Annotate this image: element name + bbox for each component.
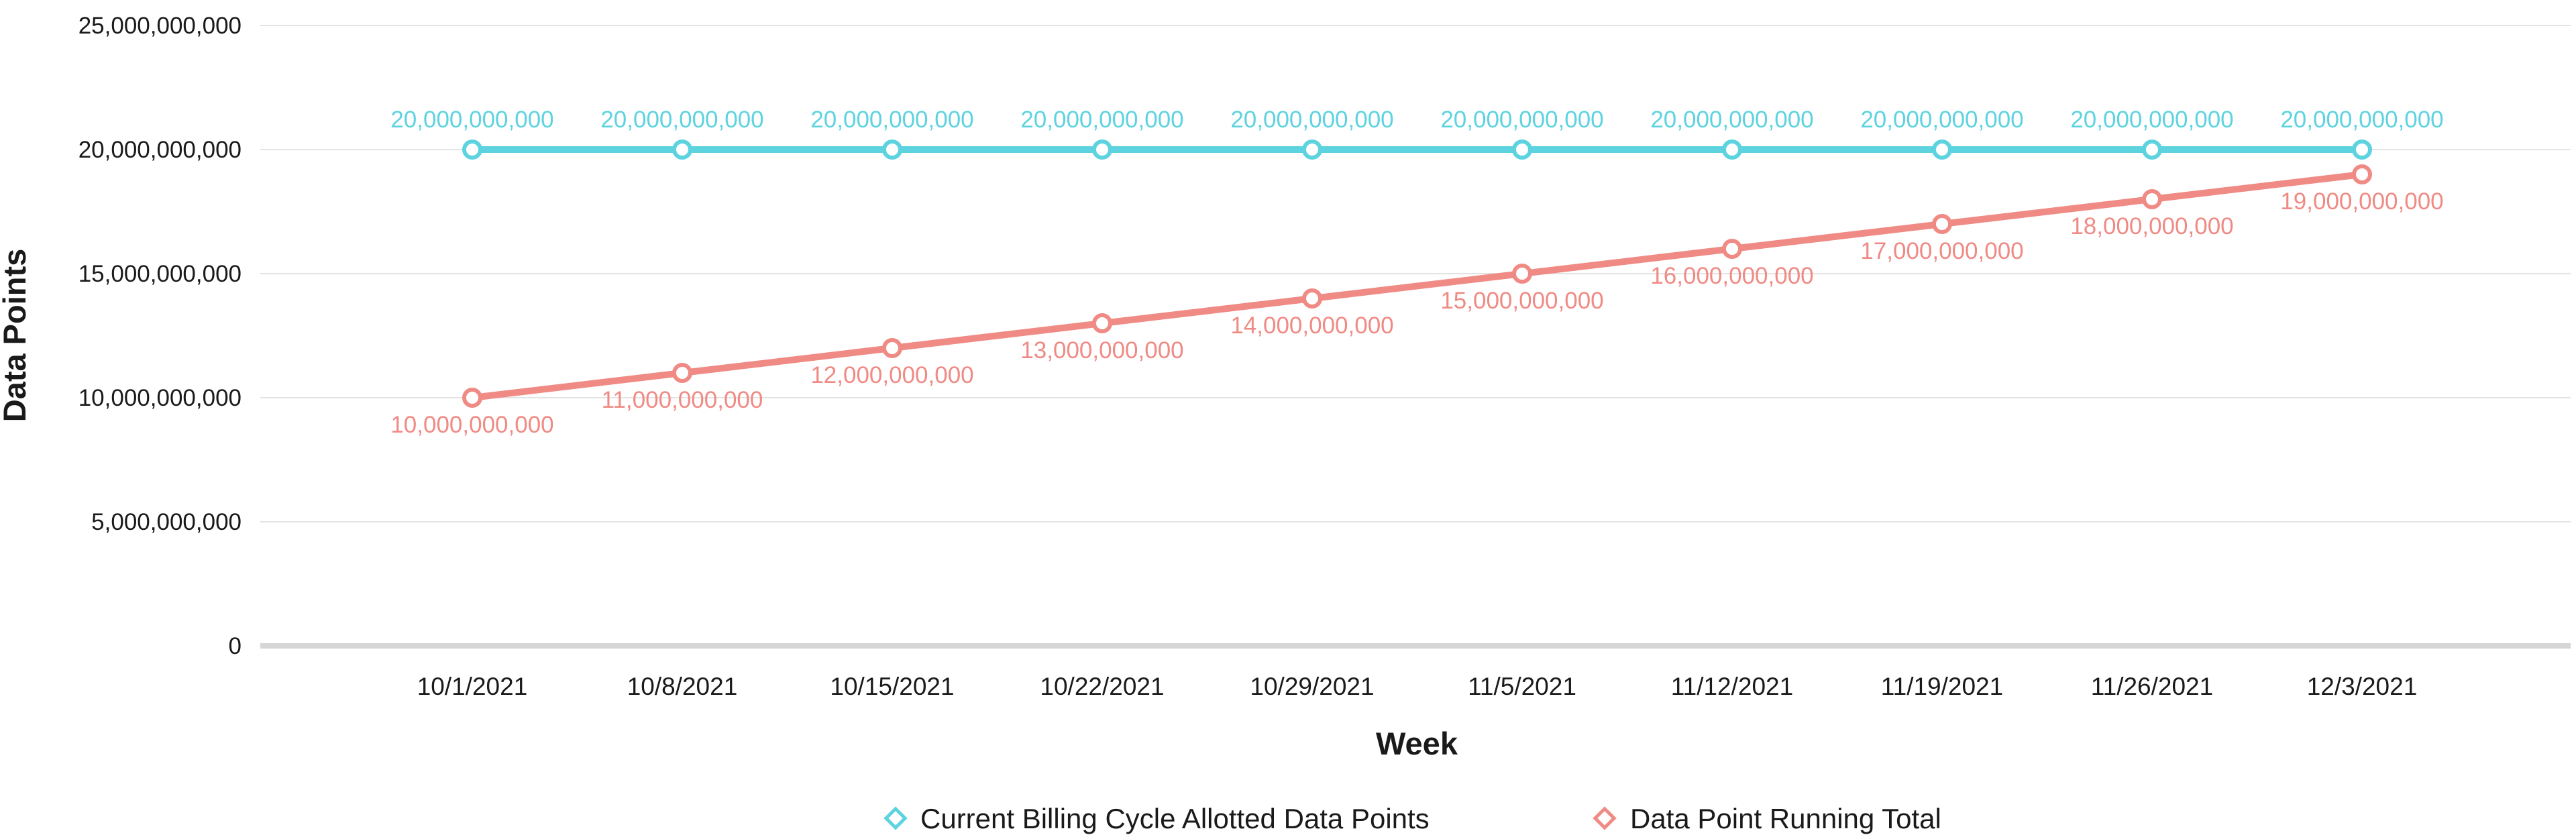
data-label: 20,000,000,000: [1020, 107, 1183, 133]
x-tick-label: 12/3/2021: [2307, 673, 2418, 700]
data-point-marker[interactable]: [1092, 313, 1112, 333]
x-axis-title: Week: [1376, 726, 1458, 761]
data-label: 13,000,000,000: [1020, 337, 1183, 364]
data-point-marker[interactable]: [672, 363, 692, 383]
data-label: 12,000,000,000: [810, 362, 973, 388]
gridlines: [260, 25, 2571, 522]
data-label: 18,000,000,000: [2070, 213, 2233, 239]
series-group: [462, 140, 2372, 408]
y-tick-label: 10,000,000,000: [78, 385, 241, 411]
data-point-marker[interactable]: [1932, 214, 1952, 234]
y-tick-label: 20,000,000,000: [78, 137, 241, 163]
x-tick-label: 11/26/2021: [2091, 673, 2213, 700]
x-tick-label: 10/15/2021: [830, 673, 954, 700]
data-label: 20,000,000,000: [390, 107, 553, 133]
y-tick-label: 0: [229, 633, 241, 659]
y-tick-label: 5,000,000,000: [91, 509, 241, 535]
x-tick-label: 10/22/2021: [1040, 673, 1164, 700]
data-point-marker[interactable]: [462, 388, 482, 408]
data-label: 20,000,000,000: [1230, 107, 1393, 133]
data-point-marker[interactable]: [1512, 264, 1532, 284]
x-tick-label: 10/1/2021: [417, 673, 528, 700]
data-label: 20,000,000,000: [1650, 107, 1813, 133]
x-tick-label: 11/5/2021: [1468, 673, 1576, 700]
legend-item[interactable]: Current Billing Cycle Allotted Data Poin…: [883, 803, 1430, 834]
data-point-marker[interactable]: [1302, 140, 1322, 160]
data-label: 20,000,000,000: [2280, 107, 2443, 133]
x-tick-label: 10/8/2021: [627, 673, 738, 700]
data-label: 20,000,000,000: [1440, 107, 1603, 133]
data-label: 20,000,000,000: [1860, 107, 2023, 133]
data-point-marker[interactable]: [2142, 189, 2162, 209]
data-labels: 20,000,000,000 20,000,000,000 20,000,000,0…: [390, 107, 2443, 438]
series-2: [462, 164, 2372, 408]
data-point-marker[interactable]: [672, 140, 692, 160]
data-point-marker[interactable]: [882, 338, 902, 358]
legend-marker-icon: [1593, 806, 1617, 830]
x-axis: 10/1/2021 10/8/2021 10/15/2021 10/22/2021 10…: [260, 643, 2571, 700]
data-point-marker[interactable]: [1512, 140, 1532, 160]
data-point-marker[interactable]: [1092, 140, 1112, 160]
data-label: 10,000,000,000: [390, 412, 553, 438]
data-point-marker[interactable]: [882, 140, 902, 160]
data-point-marker[interactable]: [2352, 140, 2372, 160]
data-label: 20,000,000,000: [600, 107, 763, 133]
x-tick-label: 10/29/2021: [1250, 673, 1374, 700]
data-point-marker[interactable]: [462, 140, 482, 160]
data-label: 19,000,000,000: [2280, 188, 2443, 215]
data-point-marker[interactable]: [2142, 140, 2162, 160]
y-tick-label: 15,000,000,000: [78, 261, 241, 287]
y-axis-title: Data Points: [0, 249, 32, 423]
data-label: 17,000,000,000: [1860, 238, 2023, 264]
data-label: 11,000,000,000: [602, 387, 763, 413]
data-label: 20,000,000,000: [810, 107, 973, 133]
legend-marker-icon: [883, 806, 908, 830]
legend-item[interactable]: Data Point Running Total: [1593, 803, 1941, 834]
data-point-marker[interactable]: [1932, 140, 1952, 160]
series-1: [462, 140, 2372, 160]
y-axis: 0 5,000,000,000 10,000,000,000 15,000,000,0…: [78, 13, 241, 659]
y-tick-label: 25,000,000,000: [78, 13, 241, 39]
legend-label: Data Point Running Total: [1630, 803, 1941, 834]
data-point-marker[interactable]: [1302, 288, 1322, 309]
data-point-marker[interactable]: [1722, 140, 1742, 160]
legend-label: Current Billing Cycle Allotted Data Poin…: [920, 803, 1430, 834]
data-point-marker[interactable]: [1722, 239, 1742, 259]
legend: Current Billing Cycle Allotted Data Poin…: [883, 803, 1941, 834]
data-label: 14,000,000,000: [1230, 313, 1393, 339]
x-tick-label: 11/12/2021: [1671, 673, 1793, 700]
x-tick-label: 11/19/2021: [1881, 673, 2003, 700]
data-label: 20,000,000,000: [2070, 107, 2233, 133]
data-point-marker[interactable]: [2352, 164, 2372, 184]
data-label: 16,000,000,000: [1650, 263, 1813, 289]
series-line: [469, 171, 2365, 401]
data-label: 15,000,000,000: [1440, 288, 1603, 314]
